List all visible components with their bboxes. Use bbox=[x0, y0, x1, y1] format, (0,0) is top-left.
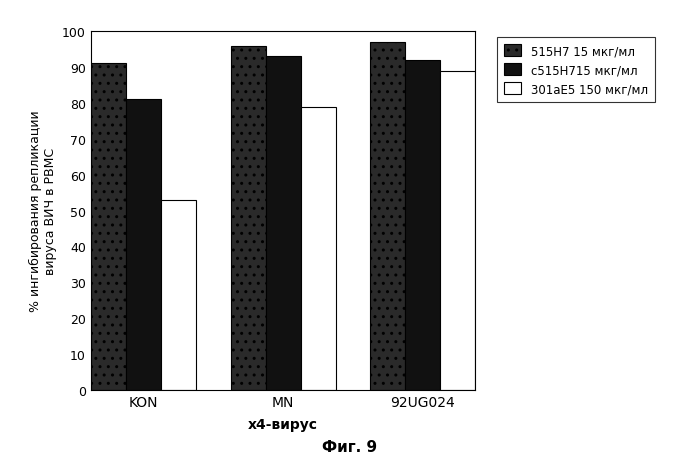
Bar bbox=[91, 64, 126, 390]
Y-axis label: % ингибирования репликации
вируса ВИЧ в PBMC: % ингибирования репликации вируса ВИЧ в … bbox=[29, 111, 57, 312]
Bar bbox=[405, 61, 440, 390]
Bar bbox=[266, 57, 301, 390]
Bar bbox=[440, 72, 475, 390]
Bar bbox=[231, 46, 266, 390]
Legend: 515H7 15 мкг/мл, с515H715 мкг/мл, 301аE5 150 мкг/мл: 515H7 15 мкг/мл, с515H715 мкг/мл, 301аE5… bbox=[496, 38, 655, 103]
X-axis label: х4-вирус: х4-вирус bbox=[248, 417, 318, 431]
Text: Фиг. 9: Фиг. 9 bbox=[322, 439, 377, 454]
Bar bbox=[301, 107, 336, 390]
Bar bbox=[161, 201, 196, 390]
Bar bbox=[370, 43, 405, 390]
Bar bbox=[126, 100, 161, 390]
